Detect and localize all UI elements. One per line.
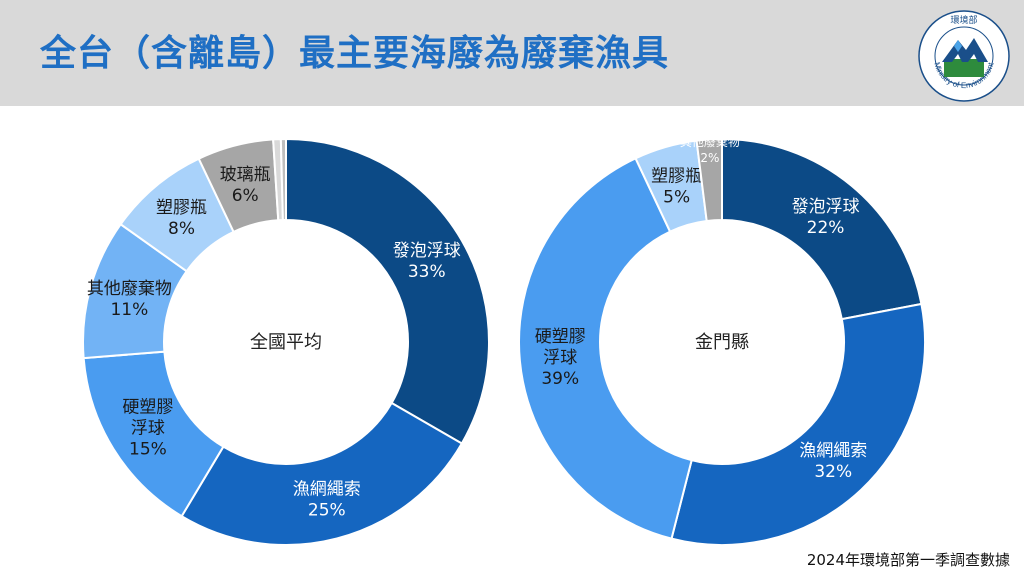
header-bar: 全台（含離島）最主要海廢為廢棄漁具 Ministry of Environmen… bbox=[0, 0, 1024, 106]
donut-chart-1: 發泡浮球 33% 漁網繩索 25% 硬塑膠浮球 15% 其他廢棄物 11% 塑膠瓶 8% 玻璃瓶 6%… bbox=[82, 137, 490, 546]
donut-center-label: 全國平均 bbox=[250, 332, 322, 353]
ministry-of-environment-logo: Ministry of Environment 環境部 bbox=[918, 10, 1010, 102]
slice-label: 漁網繩索 32% bbox=[799, 441, 867, 482]
donut-slice bbox=[285, 137, 490, 445]
donut-slice bbox=[695, 137, 723, 223]
donut-slice bbox=[518, 156, 693, 540]
donut-slice bbox=[180, 401, 464, 546]
page-title: 全台（含離島）最主要海廢為廢棄漁具 bbox=[40, 33, 670, 74]
donut-slice bbox=[279, 137, 287, 222]
source-note: 2024年環境部第一季調查數據 bbox=[806, 551, 1010, 569]
slice-label: 塑膠瓶 8% bbox=[156, 198, 207, 239]
slice-label: 其他廢棄物 11% bbox=[87, 279, 172, 320]
donut-chart-2: 發泡浮球 22% 漁網繩索 32% 硬塑膠浮球 39% 塑膠瓶 5%其他廢棄物 2% 金門縣 bbox=[518, 134, 926, 546]
slice-label: 發泡浮球 33% bbox=[393, 241, 461, 282]
slice-label: 塑膠瓶 5% bbox=[651, 166, 702, 207]
slice-label: 硬塑膠浮球 15% bbox=[122, 398, 173, 460]
donut-slice bbox=[670, 302, 926, 546]
slice-label: 其他廢棄物 2% bbox=[680, 134, 740, 165]
logo-mountain-shape bbox=[942, 38, 988, 62]
donut-slice bbox=[721, 137, 923, 321]
slice-label: 玻璃瓶 6% bbox=[220, 165, 271, 206]
logo-green-band bbox=[944, 59, 984, 77]
logo-accent-shape bbox=[954, 40, 962, 52]
slice-label: 漁網繩索 25% bbox=[293, 480, 361, 521]
slice-label: 發泡浮球 22% bbox=[792, 197, 860, 238]
slice-label: 硬塑膠浮球 39% bbox=[535, 327, 586, 389]
donut-center-label: 金門縣 bbox=[695, 332, 749, 353]
logo-top-text: 環境部 bbox=[950, 14, 977, 26]
